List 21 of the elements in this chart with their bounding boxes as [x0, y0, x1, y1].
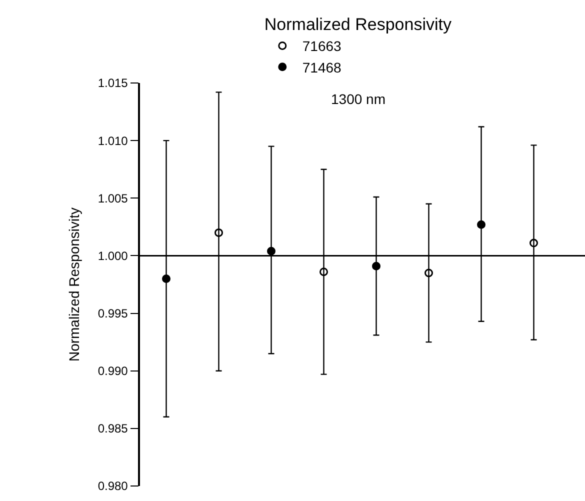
y-tick-label: 1.000: [98, 248, 128, 263]
point: [530, 238, 538, 248]
point: [214, 228, 223, 237]
y-tick-label: 1.010: [98, 134, 128, 148]
y-tick-label: 0.980: [98, 479, 128, 494]
point: [424, 268, 433, 278]
point: [267, 246, 276, 256]
y-axis-title: Normalized Responsivity: [66, 207, 82, 362]
point: [320, 268, 328, 276]
legend-label: 71468: [302, 59, 342, 76]
y-tick-label: 0.985: [98, 422, 128, 436]
y-tick-label: 1.005: [98, 191, 128, 206]
point: [162, 274, 170, 283]
y-tick-label: 0.995: [98, 306, 128, 320]
y-tick-label: 0.990: [98, 364, 128, 378]
legend-title: Normalized Responsivity: [264, 15, 452, 34]
point: [372, 262, 380, 270]
y-tick-label: 1.015: [98, 76, 128, 90]
annotation: 1300 nm: [331, 91, 386, 107]
legend-label: 71663: [302, 38, 342, 54]
point: [477, 220, 486, 229]
